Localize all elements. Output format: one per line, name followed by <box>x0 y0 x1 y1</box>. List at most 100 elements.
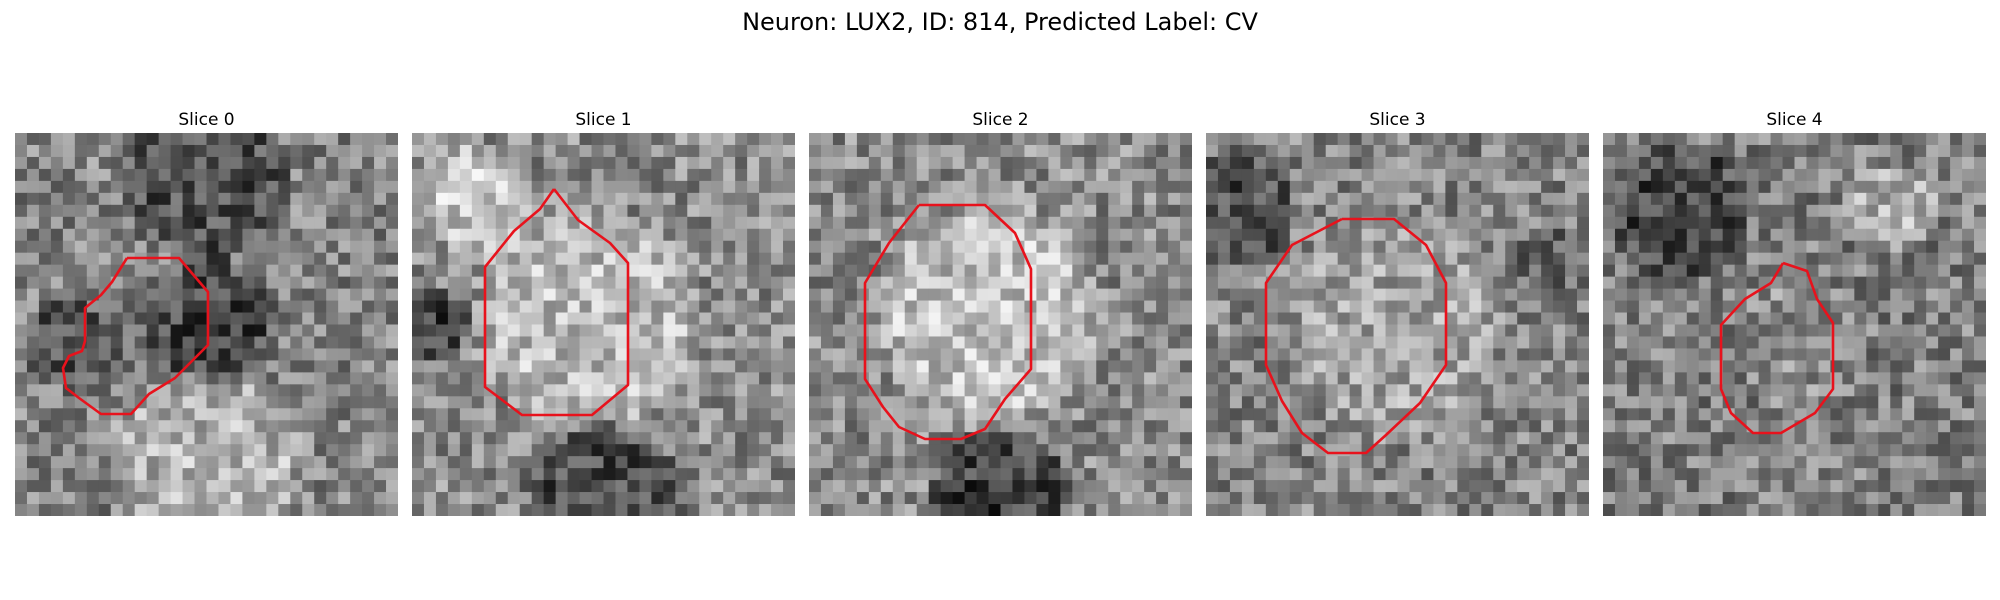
pixel-cell <box>1710 288 1724 301</box>
pixel-cell <box>206 396 219 409</box>
pixel-cell <box>579 504 592 516</box>
pixel-cell <box>1036 240 1049 254</box>
pixel-cell <box>880 216 894 230</box>
pixel-cell <box>723 192 736 206</box>
pixel-cell <box>1048 336 1061 349</box>
pixel-cell <box>1361 336 1374 349</box>
pixel-cell <box>1746 336 1759 349</box>
pixel-cell <box>531 168 545 182</box>
pixel-cell <box>1241 504 1255 516</box>
pixel-cell <box>266 192 279 206</box>
pixel-cell <box>158 324 171 337</box>
pixel-cell <box>507 312 521 325</box>
pixel-cell <box>651 144 664 158</box>
pixel-cell <box>964 480 977 493</box>
pixel-cell <box>471 228 485 242</box>
pixel-cell <box>687 444 700 457</box>
pixel-cell <box>1746 384 1759 397</box>
pixel-cell <box>110 288 124 301</box>
pixel-cell <box>1144 168 1157 182</box>
pixel-cell <box>1698 360 1712 373</box>
pixel-cell <box>1229 216 1243 230</box>
pixel-cell <box>122 384 136 397</box>
pixel-cell <box>374 216 387 230</box>
pixel-cell <box>1662 408 1676 421</box>
slice-image-4 <box>1603 133 1986 516</box>
pixel-cell <box>783 384 795 397</box>
pixel-cell <box>423 300 437 313</box>
pixel-cell <box>1734 444 1748 457</box>
pixel-cell <box>567 420 580 433</box>
pixel-cell <box>1517 228 1530 242</box>
pixel-cell <box>747 276 760 289</box>
pixel-cell <box>1024 492 1037 505</box>
pixel-cell <box>1361 432 1374 445</box>
pixel-cell <box>1638 192 1652 206</box>
pixel-cell <box>230 144 243 158</box>
pixel-cell <box>471 492 485 505</box>
pixel-cell <box>711 252 724 266</box>
pixel-cell <box>1241 156 1255 170</box>
pixel-cell <box>1866 420 1879 433</box>
pixel-cell <box>459 324 473 337</box>
pixel-cell <box>651 336 664 349</box>
pixel-cell <box>1517 252 1530 266</box>
pixel-cell <box>615 468 628 481</box>
pixel-cell <box>1000 276 1013 289</box>
pixel-cell <box>86 144 100 158</box>
pixel-cell <box>809 468 822 481</box>
pixel-cell <box>1060 468 1073 481</box>
pixel-cell <box>1626 300 1640 313</box>
pixel-cell <box>338 312 351 325</box>
pixel-cell <box>1553 492 1566 505</box>
pixel-cell <box>531 216 545 230</box>
pixel-cell <box>1313 432 1327 445</box>
pixel-cell <box>699 228 712 242</box>
pixel-cell <box>1842 228 1855 242</box>
pixel-cell <box>591 372 604 385</box>
pixel-cell <box>1337 264 1351 278</box>
pixel-cell <box>1842 204 1855 218</box>
pixel-cell <box>412 336 425 349</box>
pixel-cell <box>627 480 640 493</box>
pixel-cell <box>326 192 339 206</box>
pixel-cell <box>1000 348 1013 361</box>
pixel-cell <box>1036 133 1049 146</box>
pixel-cell <box>495 420 509 433</box>
pixel-cell <box>1878 240 1891 254</box>
pixel-cell <box>338 456 351 469</box>
pixel-cell <box>1698 348 1712 361</box>
pixel-cell <box>1950 336 1963 349</box>
pixel-cell <box>1626 432 1640 445</box>
pixel-cell <box>759 396 772 409</box>
pixel-cell <box>1818 336 1831 349</box>
pixel-cell <box>1409 504 1422 516</box>
pixel-cell <box>1962 432 1975 445</box>
pixel-cell <box>302 240 315 254</box>
pixel-cell <box>1662 180 1676 194</box>
pixel-cell <box>1974 228 1986 242</box>
pixel-cell <box>507 480 521 493</box>
pixel-cell <box>543 240 557 254</box>
pixel-cell <box>1902 312 1915 325</box>
pixel-cell <box>868 336 882 349</box>
pixel-cell <box>1854 180 1867 194</box>
pixel-cell <box>663 180 676 194</box>
pixel-cell <box>74 420 88 433</box>
pixel-cell <box>230 420 243 433</box>
pixel-cell <box>1048 144 1061 158</box>
pixel-cell <box>1603 336 1616 349</box>
pixel-cell <box>1818 324 1831 337</box>
pixel-cell <box>809 312 822 325</box>
pixel-cell <box>242 264 255 278</box>
pixel-cell <box>1469 156 1482 170</box>
pixel-cell <box>1048 360 1061 373</box>
pixel-cell <box>1156 228 1169 242</box>
pixel-cell <box>1914 180 1927 194</box>
pixel-cell <box>1156 504 1169 516</box>
pixel-cell <box>1289 216 1303 230</box>
pixel-cell <box>567 276 580 289</box>
pixel-cell <box>1217 348 1231 361</box>
pixel-cell <box>38 348 52 361</box>
pixel-cell <box>459 348 473 361</box>
